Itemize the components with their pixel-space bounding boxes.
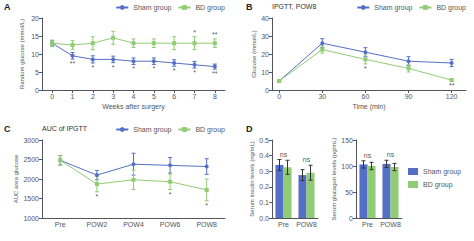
svg-text:*: * — [205, 202, 208, 209]
svg-text:*: * — [132, 65, 135, 72]
svg-text:Pre: Pre — [362, 221, 373, 228]
svg-text:0: 0 — [277, 93, 281, 100]
svg-text:100: 100 — [341, 163, 353, 170]
svg-text:BD group: BD group — [423, 181, 453, 189]
svg-text:AUC area glucose: AUC area glucose — [13, 154, 19, 203]
svg-text:C: C — [4, 124, 11, 134]
svg-text:Glucose (mmol/L): Glucose (mmol/L) — [251, 30, 257, 77]
svg-text:1: 1 — [71, 93, 75, 100]
svg-text:*: * — [169, 191, 172, 198]
svg-text:2500: 2500 — [23, 156, 39, 163]
svg-text:4: 4 — [132, 93, 136, 100]
svg-text:3000: 3000 — [23, 137, 39, 144]
svg-text:**: ** — [212, 31, 218, 38]
svg-text:120: 120 — [446, 93, 458, 100]
svg-text:POW6: POW6 — [160, 221, 181, 228]
svg-text:B: B — [246, 2, 253, 12]
svg-text:*: * — [91, 64, 94, 71]
svg-text:6: 6 — [172, 93, 176, 100]
svg-text:Serum glucagon levels (pg/mL): Serum glucagon levels (pg/mL) — [331, 137, 337, 220]
svg-text:BD group: BD group — [436, 4, 466, 12]
svg-text:POW8: POW8 — [296, 221, 317, 228]
svg-text:5: 5 — [152, 93, 156, 100]
svg-text:**: ** — [70, 60, 76, 67]
svg-text:ns: ns — [387, 151, 395, 158]
svg-text:Serum insulin levels (ng/mL): Serum insulin levels (ng/mL) — [249, 141, 255, 217]
svg-text:*: * — [173, 67, 176, 74]
svg-text:40: 40 — [261, 15, 269, 22]
svg-text:7: 7 — [193, 93, 197, 100]
svg-text:Weeks after surgery: Weeks after surgery — [102, 103, 165, 111]
svg-text:D: D — [246, 124, 253, 134]
svg-text:0.1: 0.1 — [259, 199, 269, 206]
svg-text:50: 50 — [345, 189, 353, 196]
svg-text:ns: ns — [303, 156, 311, 163]
svg-text:Sham group: Sham group — [374, 4, 412, 12]
svg-text:5: 5 — [35, 69, 39, 76]
svg-text:POW8: POW8 — [380, 221, 401, 228]
svg-text:30: 30 — [261, 33, 269, 40]
svg-text:1000: 1000 — [23, 215, 39, 222]
svg-text:ns: ns — [364, 152, 372, 159]
svg-text:Sham group: Sham group — [423, 168, 461, 176]
svg-text:**: ** — [449, 82, 455, 89]
svg-text:0.4: 0.4 — [259, 152, 269, 159]
svg-text:0: 0 — [265, 87, 269, 94]
svg-text:8: 8 — [213, 93, 217, 100]
svg-text:**: ** — [212, 70, 218, 77]
svg-text:Random glucose (mmol/L): Random glucose (mmol/L) — [19, 19, 25, 89]
svg-text:15: 15 — [31, 33, 39, 40]
svg-text:POW2: POW2 — [87, 221, 108, 228]
svg-text:BD group: BD group — [195, 126, 225, 134]
svg-text:0: 0 — [349, 215, 353, 222]
svg-text:*: * — [193, 29, 196, 36]
svg-text:POW8: POW8 — [196, 221, 217, 228]
svg-text:20: 20 — [31, 15, 39, 22]
svg-text:0.0: 0.0 — [259, 215, 269, 222]
svg-text:150: 150 — [341, 137, 353, 144]
svg-text:10: 10 — [261, 69, 269, 76]
svg-text:20: 20 — [261, 51, 269, 58]
svg-text:*: * — [152, 65, 155, 72]
svg-text:*: * — [96, 193, 99, 200]
svg-text:90: 90 — [405, 93, 413, 100]
svg-text:Pre: Pre — [278, 221, 289, 228]
svg-text:A: A — [4, 2, 11, 12]
svg-text:AUC of IPGTT: AUC of IPGTT — [42, 125, 88, 132]
svg-text:Pre: Pre — [55, 221, 66, 228]
svg-text:ns: ns — [280, 151, 288, 158]
svg-text:Sham group: Sham group — [133, 4, 171, 12]
svg-text:1500: 1500 — [23, 195, 39, 202]
svg-text:*: * — [364, 65, 367, 72]
svg-text:0.5: 0.5 — [259, 137, 269, 144]
svg-text:10: 10 — [31, 51, 39, 58]
svg-text:Time (min): Time (min) — [352, 103, 385, 111]
svg-text:*: * — [112, 64, 115, 71]
svg-text:IPGTT, POW8: IPGTT, POW8 — [272, 3, 316, 10]
svg-text:3: 3 — [111, 93, 115, 100]
svg-text:30: 30 — [318, 93, 326, 100]
svg-text:*: * — [193, 69, 196, 76]
svg-text:0.2: 0.2 — [259, 183, 269, 190]
svg-text:0.3: 0.3 — [259, 168, 269, 175]
svg-text:60: 60 — [362, 93, 370, 100]
svg-text:BD group: BD group — [195, 4, 225, 12]
svg-text:0: 0 — [50, 93, 54, 100]
svg-text:2000: 2000 — [23, 176, 39, 183]
svg-text:Sham group: Sham group — [133, 126, 171, 134]
svg-text:POW4: POW4 — [123, 221, 144, 228]
svg-text:0: 0 — [35, 87, 39, 94]
svg-text:2: 2 — [91, 93, 95, 100]
